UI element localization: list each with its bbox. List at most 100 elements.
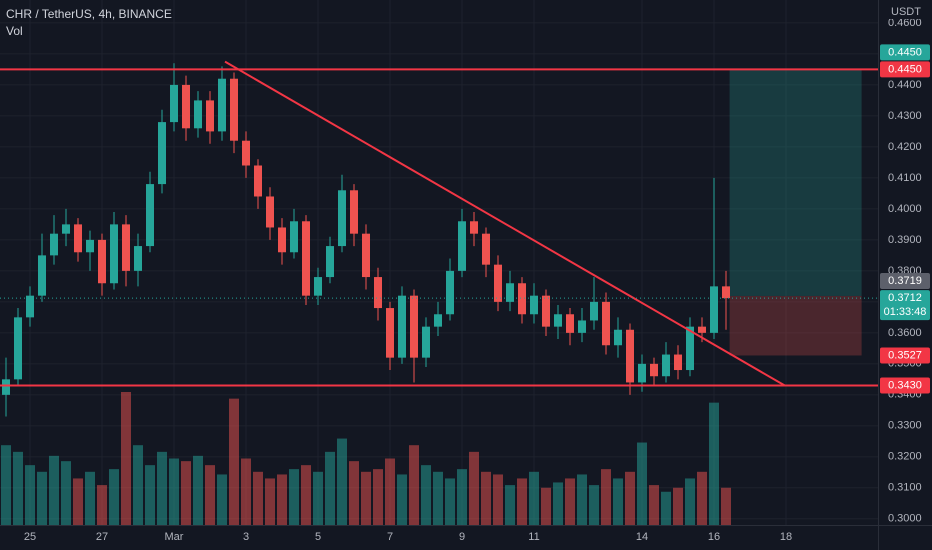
volume-bar xyxy=(169,458,179,525)
candle-body xyxy=(290,221,298,253)
volume-bar xyxy=(337,438,347,525)
volume-bar xyxy=(421,465,431,525)
candle-body xyxy=(458,221,466,271)
candle-body xyxy=(386,308,394,358)
volume-bar xyxy=(193,455,203,525)
price-badge-label: 0.3527 xyxy=(888,349,922,361)
volume-bar xyxy=(709,402,719,525)
candle-body xyxy=(266,196,274,228)
price-badge xyxy=(880,44,930,61)
candle-body xyxy=(482,233,490,265)
volume-bar xyxy=(397,474,407,525)
x-tick-label: 11 xyxy=(528,531,539,543)
volume-bar xyxy=(325,451,335,525)
candle-body xyxy=(170,84,178,123)
unit-bg xyxy=(880,3,932,19)
y-tick-label: 0.4000 xyxy=(888,203,922,215)
candle-body xyxy=(650,363,658,377)
x-tick-label: 14 xyxy=(636,531,648,543)
volume-bar xyxy=(649,485,659,525)
candle-body xyxy=(398,295,406,358)
volume-bar xyxy=(433,471,443,525)
volume-bar xyxy=(373,469,383,525)
volume-bar xyxy=(529,471,539,525)
candle-body xyxy=(470,221,478,234)
volume-bar xyxy=(445,478,455,525)
x-tick-label: Mar xyxy=(165,531,184,543)
x-tick-label: 3 xyxy=(243,531,249,543)
candle-body xyxy=(254,165,262,197)
volume-bar xyxy=(457,469,467,525)
volume-bar xyxy=(469,451,479,525)
volume-bar xyxy=(505,485,515,525)
volume-bar xyxy=(157,451,167,525)
candle-body xyxy=(350,190,358,234)
volume-bar xyxy=(613,478,623,525)
candle-body xyxy=(182,84,190,129)
candle-body xyxy=(242,140,250,166)
candle-body xyxy=(494,264,502,302)
volume-bar xyxy=(205,465,215,525)
volume-bar xyxy=(661,491,671,525)
candle-body xyxy=(410,295,418,358)
volume-bar xyxy=(601,469,611,525)
candle-body xyxy=(638,363,646,383)
countdown: 01:33:48 xyxy=(884,306,927,318)
volume-bar xyxy=(313,471,323,525)
volume-bar xyxy=(217,474,227,525)
candle-body xyxy=(434,314,442,327)
trendline xyxy=(224,60,786,387)
candle-body xyxy=(206,100,214,132)
x-tick-label: 7 xyxy=(387,531,393,543)
x-tick-label: 9 xyxy=(459,531,465,543)
volume-bar xyxy=(385,458,395,525)
candle-body xyxy=(134,246,142,271)
candle-body xyxy=(554,314,562,327)
candle-body xyxy=(422,326,430,358)
y-tick-label: 0.3600 xyxy=(888,327,922,339)
y-tick-label: 0.3000 xyxy=(888,513,922,525)
candle-body xyxy=(506,283,514,302)
candle-body xyxy=(110,224,118,284)
candle-body xyxy=(578,320,586,333)
price-badge xyxy=(880,347,930,364)
volume-bar xyxy=(301,465,311,525)
volume-bar xyxy=(685,478,695,525)
volume-bar xyxy=(97,485,107,525)
volume-label: Vol xyxy=(6,24,23,38)
candle-body xyxy=(662,354,670,377)
volume-bar xyxy=(229,398,239,525)
x-tick-label: 16 xyxy=(708,531,720,543)
candle-body xyxy=(626,329,634,383)
volume-bar xyxy=(277,474,287,525)
candle-body xyxy=(374,277,382,309)
candle-body xyxy=(362,233,370,278)
candle-body xyxy=(74,224,82,253)
y-tick-label: 0.4100 xyxy=(888,172,922,184)
volume-bar xyxy=(289,469,299,525)
x-tick-label: 5 xyxy=(315,531,321,543)
volume-bar xyxy=(409,445,419,525)
chart-title: CHR / TetherUS, 4h, BINANCE xyxy=(6,7,172,21)
candle-body xyxy=(26,295,34,318)
volume-bar xyxy=(565,478,575,525)
volume-bar xyxy=(61,461,71,525)
y-tick-label: 0.3900 xyxy=(888,234,922,246)
volume-bar xyxy=(253,471,263,525)
volume-bar xyxy=(73,478,83,525)
candle-body xyxy=(338,190,346,247)
price-badge-label: 0.3712 xyxy=(888,292,922,304)
candle-body xyxy=(542,295,550,327)
volume-bar xyxy=(361,471,371,525)
volume-bar xyxy=(589,485,599,525)
candle-body xyxy=(698,326,706,333)
candle-body xyxy=(38,255,46,296)
candle-body xyxy=(530,295,538,315)
candle-body xyxy=(314,277,322,296)
candle-body xyxy=(2,379,10,395)
volume-bar xyxy=(85,471,95,525)
stop-zone xyxy=(729,295,862,356)
price-badge-label: 0.4450 xyxy=(888,63,922,75)
x-tick-label: 27 xyxy=(96,531,108,543)
